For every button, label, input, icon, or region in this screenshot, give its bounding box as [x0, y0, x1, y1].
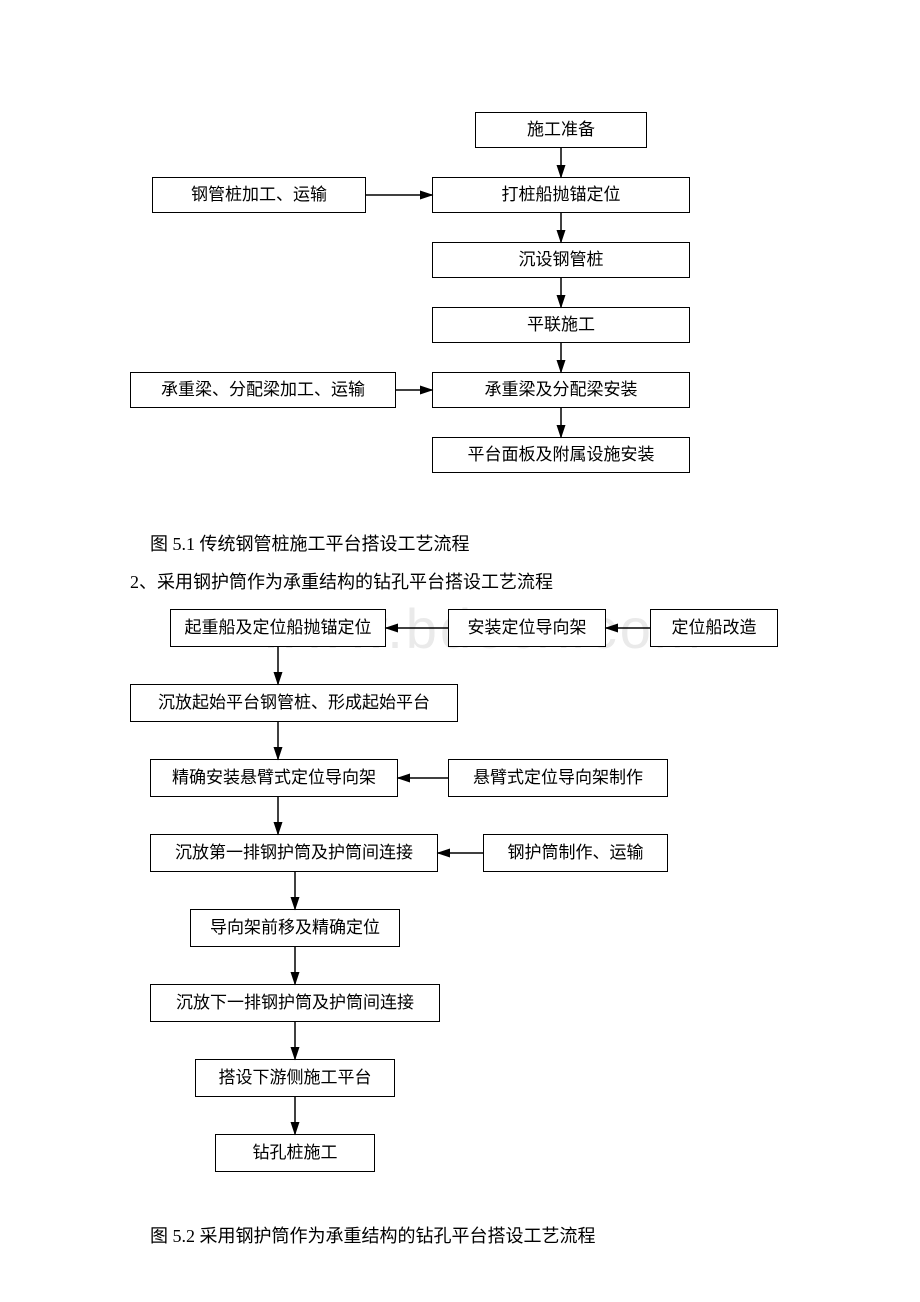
f2-b1: 沉放起始平台钢管桩、形成起始平台	[130, 684, 458, 722]
f2-a3: 定位船改造	[650, 609, 778, 647]
f1-subheading: 2、采用钢护筒作为承重结构的钻孔平台搭设工艺流程	[130, 568, 553, 597]
f1-node-anchor: 打桩船抛锚定位	[432, 177, 690, 213]
f2-g1: 搭设下游侧施工平台	[195, 1059, 395, 1097]
f1-node-deck: 平台面板及附属设施安装	[432, 437, 690, 473]
f2-c2: 悬臂式定位导向架制作	[448, 759, 668, 797]
f2-a2: 安装定位导向架	[448, 609, 606, 647]
f2-f1: 沉放下一排钢护筒及护筒间连接	[150, 984, 440, 1022]
f2-h1: 钻孔桩施工	[215, 1134, 375, 1172]
f1-caption: 图 5.1 传统钢管桩施工平台搭设工艺流程	[150, 530, 470, 559]
f2-c1: 精确安装悬臂式定位导向架	[150, 759, 398, 797]
f1-side-pile-fab: 钢管桩加工、运输	[152, 177, 366, 213]
f2-d2: 钢护筒制作、运输	[483, 834, 668, 872]
f2-caption: 图 5.2 采用钢护筒作为承重结构的钻孔平台搭设工艺流程	[150, 1222, 596, 1251]
f1-node-sink: 沉设钢管桩	[432, 242, 690, 278]
f1-node-pinglian: 平联施工	[432, 307, 690, 343]
f2-e1: 导向架前移及精确定位	[190, 909, 400, 947]
f1-node-beam: 承重梁及分配梁安装	[432, 372, 690, 408]
f1-node-prep: 施工准备	[475, 112, 647, 148]
f2-d1: 沉放第一排钢护筒及护筒间连接	[150, 834, 438, 872]
f2-a1: 起重船及定位船抛锚定位	[170, 609, 386, 647]
f1-side-beam-fab: 承重梁、分配梁加工、运输	[130, 372, 396, 408]
page: www.bdocx.com 施工准备 打桩船抛锚定位 沉设钢管桩 平联施工 承重…	[0, 0, 920, 1302]
